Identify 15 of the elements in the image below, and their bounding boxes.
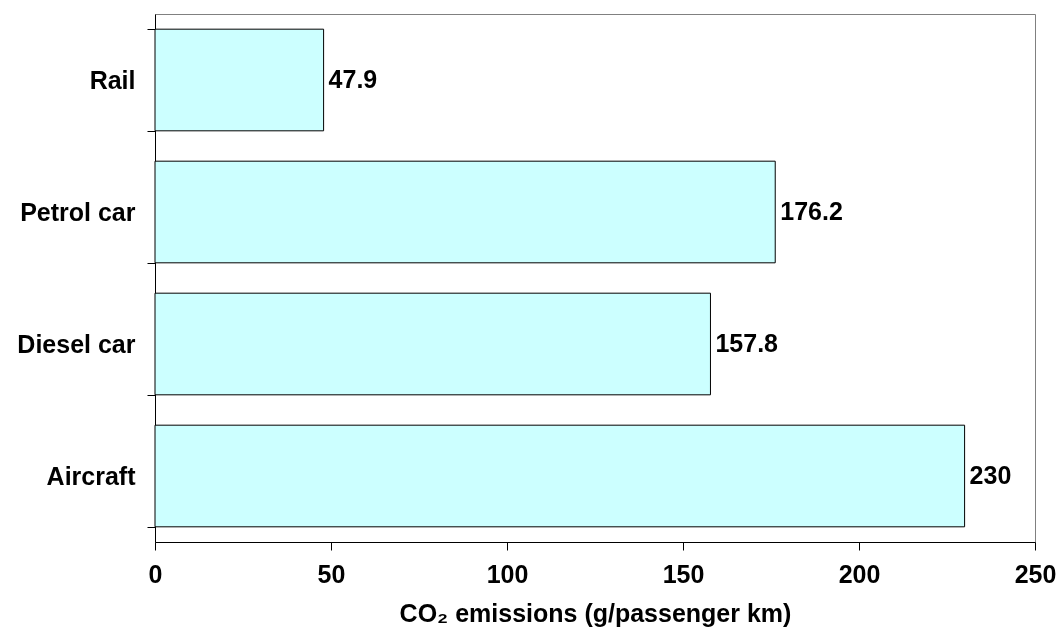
x-tick-label: 0 [148,559,163,588]
data-label: 230 [969,461,1012,489]
data-label: 176.2 [780,197,843,225]
x-tick-label: 150 [662,559,705,588]
x-axis-title: CO₂ emissions (g/passenger km) [399,598,792,627]
y-tick-label: Diesel car [17,329,136,358]
x-tick-label: 250 [1014,559,1057,588]
y-tick-label: Petrol car [20,197,136,226]
y-tick-label: Aircraft [46,461,137,490]
data-label: 47.9 [328,65,378,93]
x-tick-label: 200 [838,559,881,588]
x-tick-label: 50 [317,559,346,588]
data-label: 157.8 [715,329,779,357]
x-tick-label: 100 [486,559,529,588]
y-tick-label: Rail [89,65,136,94]
